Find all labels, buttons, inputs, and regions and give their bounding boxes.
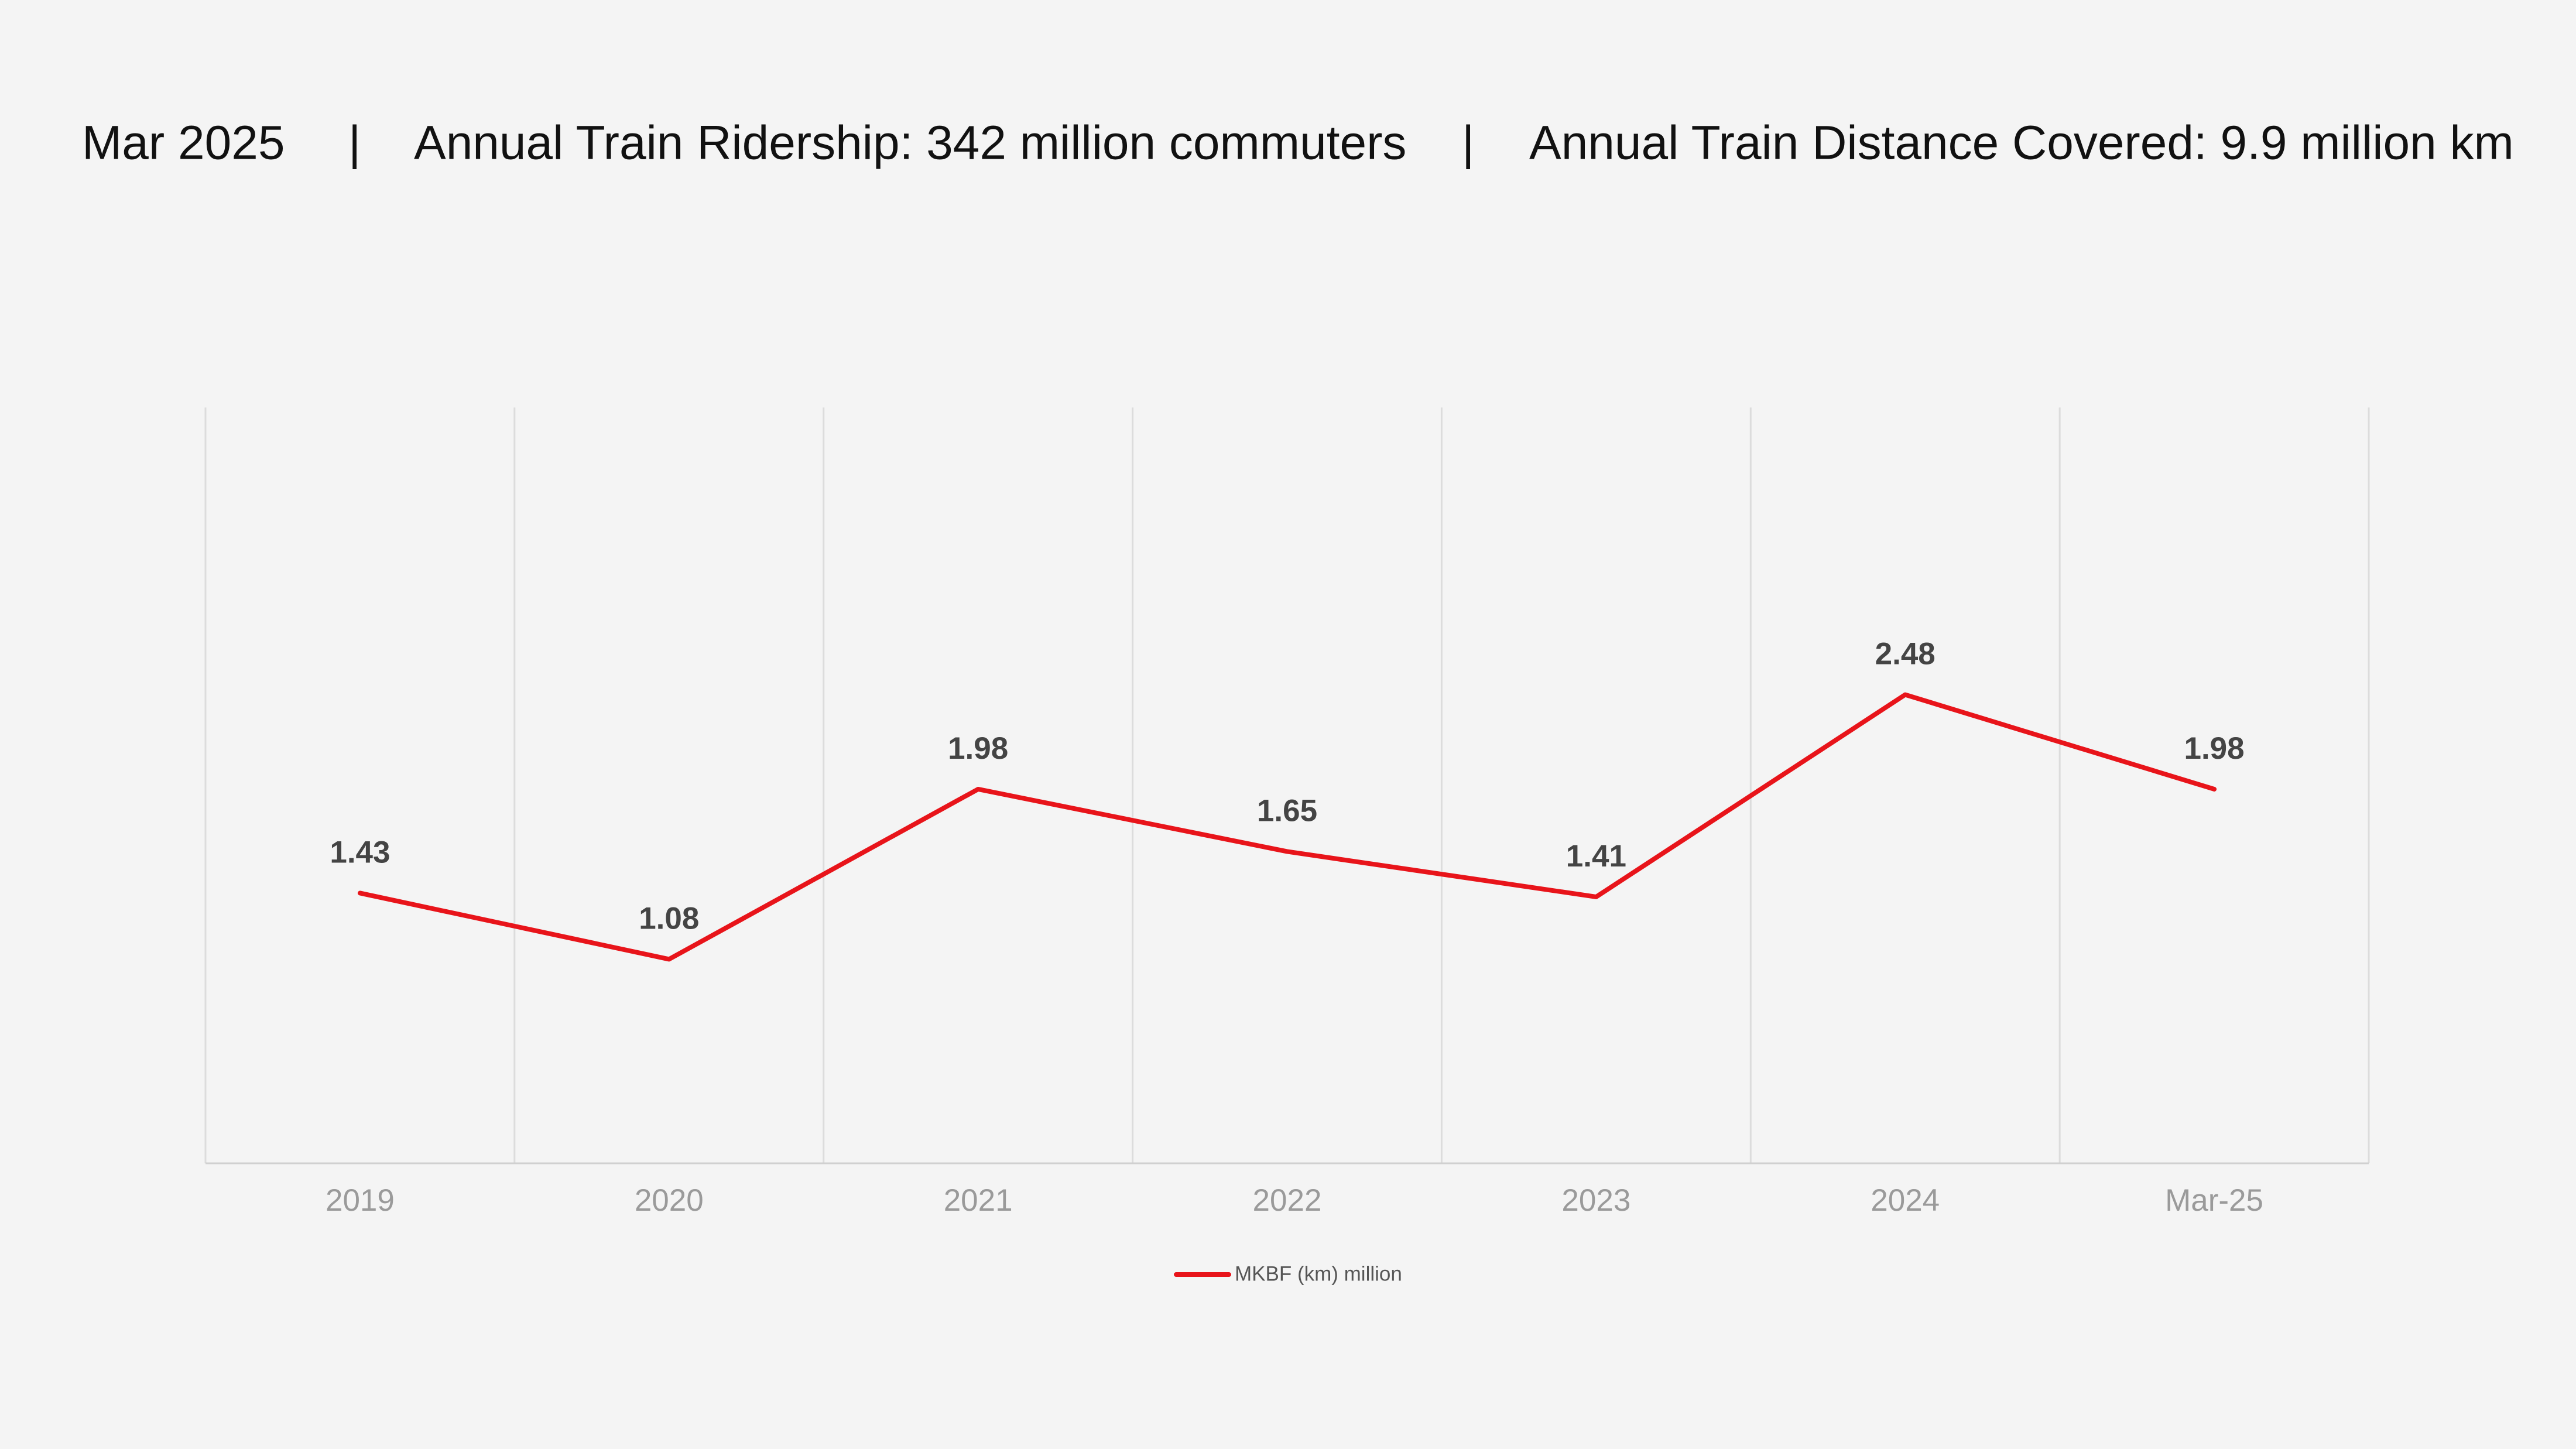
x-tick-label: 2024 [1871, 1183, 1940, 1218]
data-label: 2.48 [1875, 637, 1936, 672]
data-label: 1.43 [330, 835, 390, 869]
x-tick-label: 2019 [326, 1183, 395, 1218]
data-label: 1.65 [1257, 793, 1317, 828]
header: Mar 2025 | Annual Train Ridership: 342 mil… [82, 117, 2514, 170]
x-tick-label: 2021 [944, 1183, 1013, 1218]
line [357, 692, 2217, 962]
legend-label: MKBF (km) million [1235, 1262, 1402, 1285]
data-label: 1.98 [2184, 731, 2244, 766]
header-text: Annual Train Ridership: 342 million comm… [414, 117, 1406, 170]
x-tick-label: 2022 [1253, 1183, 1322, 1218]
separator: | [348, 117, 361, 170]
data-label: 1.98 [948, 731, 1008, 766]
data-label: 1.08 [639, 901, 699, 936]
header-text: Annual Train Distance Covered: 9.9 milli… [1529, 117, 2514, 170]
x-tick-label: 2020 [635, 1183, 704, 1218]
header-text: Mar 2025 [82, 117, 285, 170]
data-label: 1.41 [1566, 839, 1626, 873]
x-tick-label: Mar-25 [2165, 1183, 2263, 1218]
separator: | [1462, 117, 1474, 170]
x-tick-label: 2023 [1561, 1183, 1630, 1218]
